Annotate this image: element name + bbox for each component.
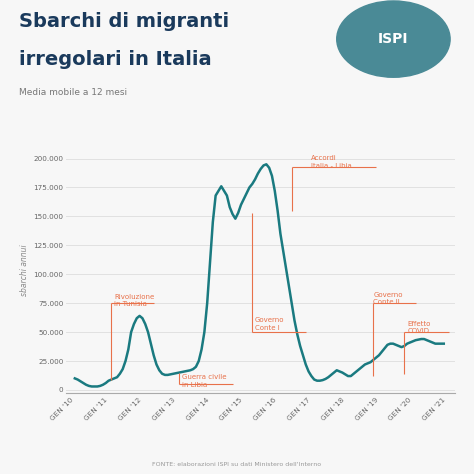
Text: Rivoluzione
in Tunisia: Rivoluzione in Tunisia [114,294,155,308]
Text: ISPI: ISPI [378,32,409,46]
Text: irregolari in Italia: irregolari in Italia [19,50,211,69]
Y-axis label: sbarchi annui: sbarchi annui [20,245,29,296]
Text: Governo
Conte II: Governo Conte II [374,292,403,305]
Text: FONTE: elaborazioni ISPI su dati Ministero dell'Interno: FONTE: elaborazioni ISPI su dati Ministe… [153,462,321,467]
Circle shape [337,1,450,77]
Text: Media mobile a 12 mesi: Media mobile a 12 mesi [19,88,127,97]
Text: Governo
Conte I: Governo Conte I [255,317,284,330]
Text: Sbarchi di migranti: Sbarchi di migranti [19,12,229,31]
Text: Guerra civile
in Libia: Guerra civile in Libia [182,374,227,388]
Text: Effetto
COVID: Effetto COVID [407,320,430,334]
Text: Accordi
Italia - Libia: Accordi Italia - Libia [311,155,352,169]
